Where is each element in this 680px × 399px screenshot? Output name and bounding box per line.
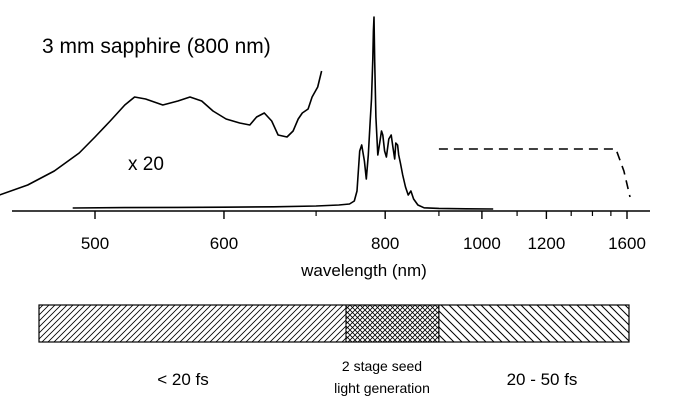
regime-segment <box>345 304 440 343</box>
regime-segment <box>438 304 630 343</box>
series-line-1 <box>0 70 323 196</box>
regime-segment <box>38 304 347 343</box>
x-tick-label: 1600 <box>608 234 646 253</box>
x-axis-label: wavelength (nm) <box>300 261 427 280</box>
regime-label-right: 20 - 50 fs <box>507 370 578 389</box>
regime-label-left: < 20 fs <box>157 370 209 389</box>
regime-bar-frame <box>38 304 630 343</box>
tick-layer: 500 600 800 1000 1200 1600 <box>81 211 646 253</box>
regime-label-middle-line2: light generation <box>334 380 430 396</box>
x-tick-label: 1200 <box>527 234 565 253</box>
x-tick-label: 500 <box>81 234 109 253</box>
series-line-2 <box>72 16 494 210</box>
x-tick-label: 800 <box>371 234 399 253</box>
chart-title: 3 mm sapphire (800 nm) <box>42 35 271 58</box>
regime-label-middle-line1: 2 stage seed <box>342 358 422 374</box>
scale-factor-label: x 20 <box>128 154 164 175</box>
series-line-3 <box>438 148 631 198</box>
series-layer <box>0 16 631 210</box>
regime-bar <box>38 304 630 343</box>
x-tick-label: 600 <box>210 234 238 253</box>
x-tick-label: 1000 <box>463 234 501 253</box>
